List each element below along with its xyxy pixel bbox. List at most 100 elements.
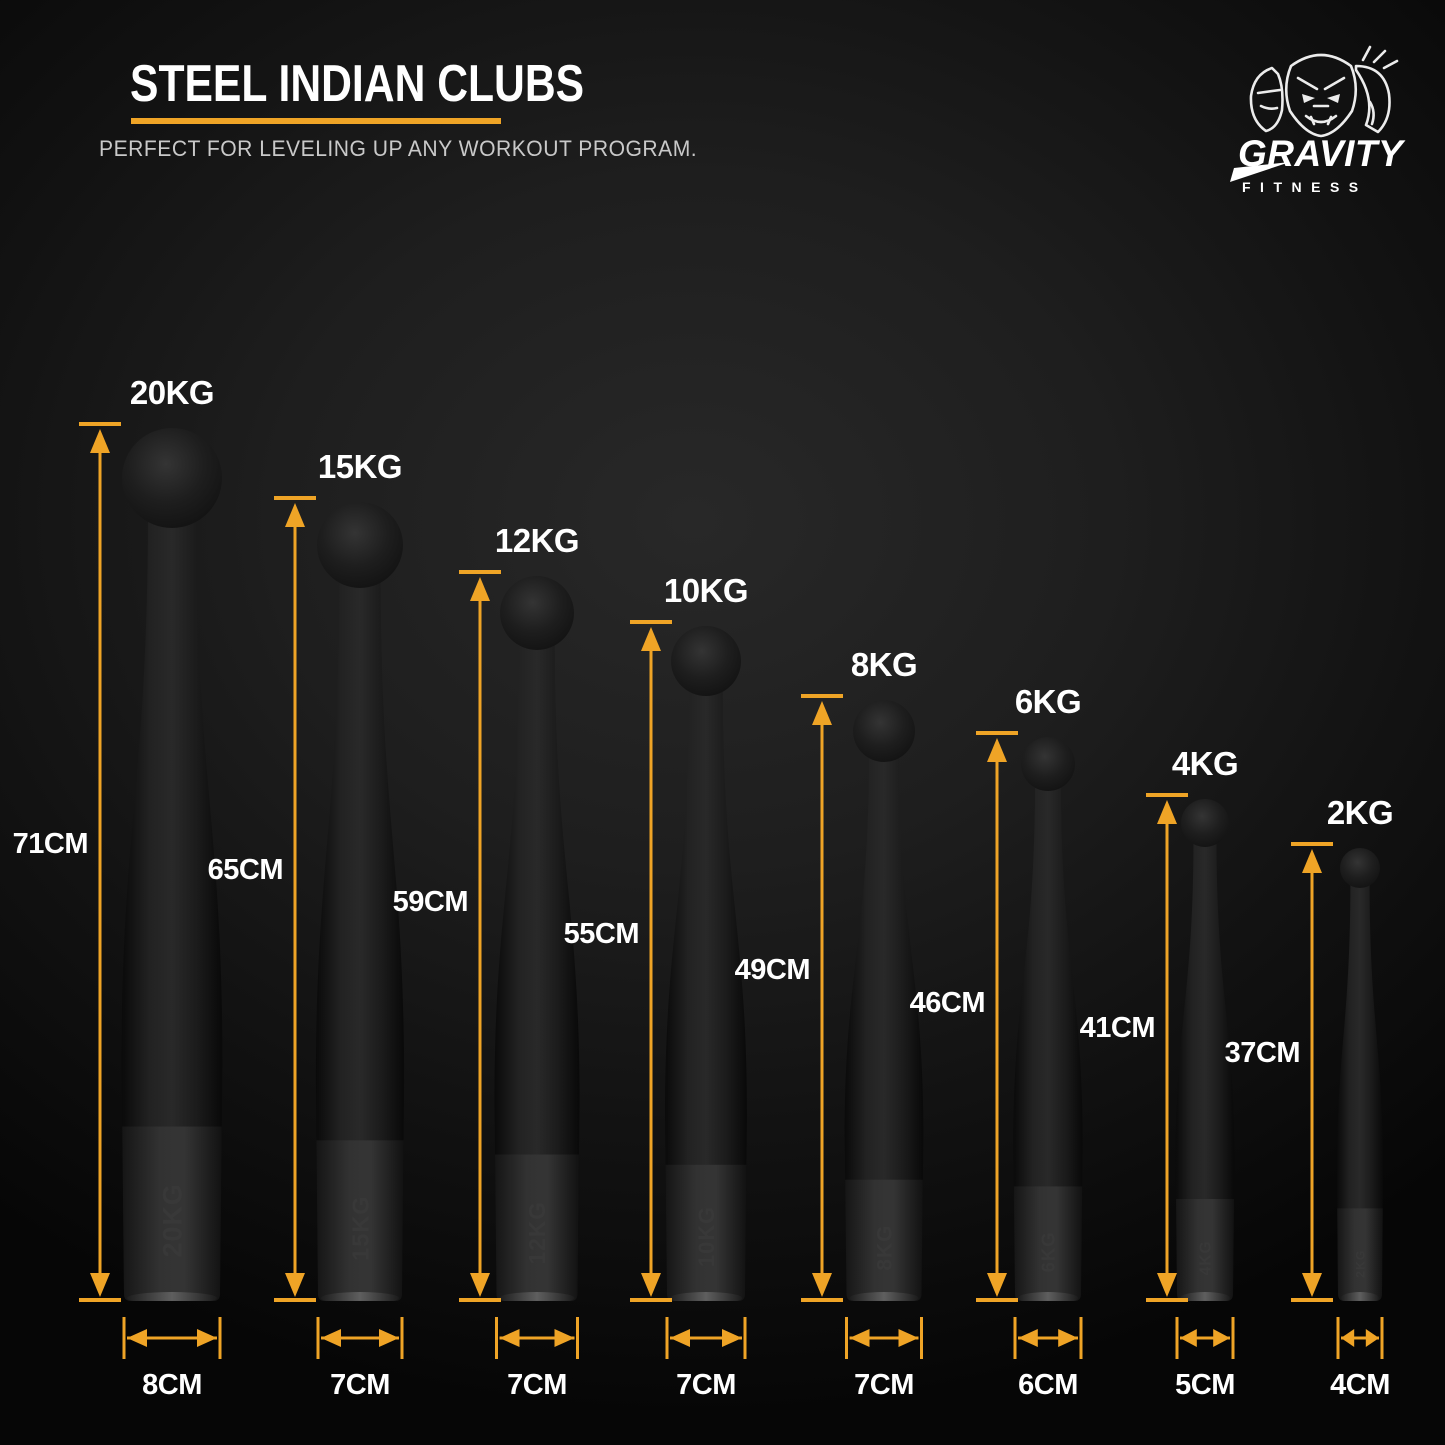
height-label: 71CM: [13, 828, 88, 860]
arrow-up-icon: [1157, 800, 1177, 824]
club-bottom-rim: [1018, 1292, 1078, 1301]
club-figure-4kg: 4KG: [1175, 799, 1235, 1301]
club-body: [494, 635, 580, 1301]
arrow-right-icon: [1365, 1329, 1379, 1347]
width-dimension-6cm: 6CM: [1013, 1317, 1083, 1401]
club-figure-20kg: 20KG: [121, 428, 223, 1301]
weight-label: 10KG: [664, 572, 748, 609]
club-ball-knob: [1340, 848, 1380, 888]
width-label: 4CM: [1330, 1369, 1390, 1401]
width-label: 7CM: [330, 1369, 390, 1401]
gravity-fitness-logo: GRAVITY FITNESS: [1228, 36, 1413, 206]
club-ball-knob: [671, 626, 741, 696]
club-engraving: 12KG: [524, 1201, 550, 1264]
club-base-cap: [494, 1154, 580, 1301]
club-base-cap: [315, 1140, 405, 1301]
arrow-down-icon: [470, 1273, 490, 1297]
club-engraving: 4KG: [1198, 1240, 1215, 1275]
logo-slash: [1230, 162, 1290, 182]
height-dimension-46cm: 46CM: [910, 731, 1018, 1302]
arrow-left-icon: [127, 1329, 147, 1347]
title-underline: [131, 118, 501, 124]
width-dimension-7cm: 7CM: [665, 1317, 747, 1401]
width-dimension-7cm: 7CM: [495, 1317, 579, 1401]
club-engraving: 6KG: [1038, 1231, 1059, 1272]
arrow-up-icon: [812, 701, 832, 725]
width-dimension-4cm: 4CM: [1330, 1317, 1390, 1401]
logo-brand-text: GRAVITY: [1238, 133, 1406, 174]
height-label: 55CM: [564, 918, 639, 950]
arrow-right-icon: [554, 1329, 575, 1347]
weight-label: 8KG: [851, 646, 917, 683]
arrow-right-icon: [898, 1329, 919, 1347]
arrow-left-icon: [1018, 1329, 1038, 1347]
page-title: STEEL INDIAN CLUBS: [130, 55, 585, 113]
arrow-down-icon: [987, 1273, 1007, 1297]
arrow-down-icon: [285, 1273, 305, 1297]
club-body: [665, 682, 747, 1301]
club-base-cap: [665, 1164, 747, 1301]
width-label: 5CM: [1175, 1369, 1235, 1401]
club-ball-knob: [1181, 799, 1229, 847]
club-base-cap: [1336, 1208, 1384, 1301]
arrow-right-icon: [379, 1329, 399, 1347]
page-subtitle: PERFECT FOR LEVELING UP ANY WORKOUT PROG…: [99, 136, 698, 161]
arrow-left-icon: [499, 1329, 520, 1347]
width-label: 8CM: [142, 1369, 202, 1401]
height-dimension-59cm: 59CM: [393, 570, 501, 1302]
logo-sub-text: FITNESS: [1242, 179, 1368, 195]
width-label: 7CM: [676, 1369, 736, 1401]
club-bottom-rim: [499, 1292, 575, 1301]
club-body: [1336, 880, 1384, 1301]
arrow-left-icon: [670, 1329, 690, 1347]
arrow-up-icon: [285, 503, 305, 527]
height-dimension-71cm: 71CM: [13, 422, 121, 1302]
club-engraving: 8KG: [874, 1224, 897, 1270]
height-label: 65CM: [208, 854, 283, 886]
height-dimension-49cm: 49CM: [735, 694, 843, 1302]
arrow-right-icon: [722, 1329, 742, 1347]
height-label: 37CM: [1225, 1037, 1300, 1069]
arrow-left-icon: [1341, 1329, 1355, 1347]
arrow-down-icon: [90, 1273, 110, 1297]
weight-label: 4KG: [1172, 745, 1238, 782]
club-bottom-rim: [321, 1292, 399, 1301]
height-dimension-55cm: 55CM: [564, 620, 672, 1302]
club-ball-knob: [853, 700, 915, 762]
height-dimension-65cm: 65CM: [208, 496, 316, 1302]
arrow-down-icon: [1302, 1273, 1322, 1297]
club-figure-8kg: 8KG: [844, 700, 924, 1301]
arrow-down-icon: [812, 1273, 832, 1297]
club-figure-6kg: 6KG: [1013, 737, 1083, 1301]
arrow-up-icon: [987, 738, 1007, 762]
width-dimension-8cm: 8CM: [122, 1317, 222, 1401]
club-engraving: 15KG: [347, 1195, 373, 1260]
club-base-cap: [1013, 1186, 1083, 1301]
club-ball-knob: [122, 428, 222, 528]
weight-label: 15KG: [318, 448, 402, 485]
weight-label: 12KG: [495, 522, 579, 559]
logo-masks-icon: [1249, 45, 1399, 138]
club-engraving: 20KG: [158, 1183, 188, 1257]
club-body: [1013, 780, 1083, 1301]
width-dimension-7cm: 7CM: [316, 1317, 404, 1401]
club-figure-15kg: 15KG: [315, 502, 405, 1301]
weight-label: 2KG: [1327, 794, 1393, 831]
club-figure-10kg: 10KG: [665, 626, 747, 1301]
club-figure-2kg: 2KG: [1336, 848, 1384, 1301]
arrow-down-icon: [1157, 1273, 1177, 1297]
club-body: [1175, 837, 1235, 1301]
club-bottom-rim: [670, 1292, 742, 1301]
arrow-left-icon: [321, 1329, 341, 1347]
club-bottom-rim: [1180, 1292, 1230, 1301]
height-label: 41CM: [1080, 1012, 1155, 1044]
logo-wordmark: GRAVITY FITNESS: [1230, 133, 1406, 195]
height-label: 46CM: [910, 987, 985, 1019]
club-engraving: 10KG: [694, 1206, 719, 1267]
width-dimension-7cm: 7CM: [845, 1317, 923, 1401]
club-engraving: 2KG: [1353, 1250, 1367, 1278]
width-label: 7CM: [507, 1369, 567, 1401]
club-base-cap: [844, 1179, 924, 1301]
